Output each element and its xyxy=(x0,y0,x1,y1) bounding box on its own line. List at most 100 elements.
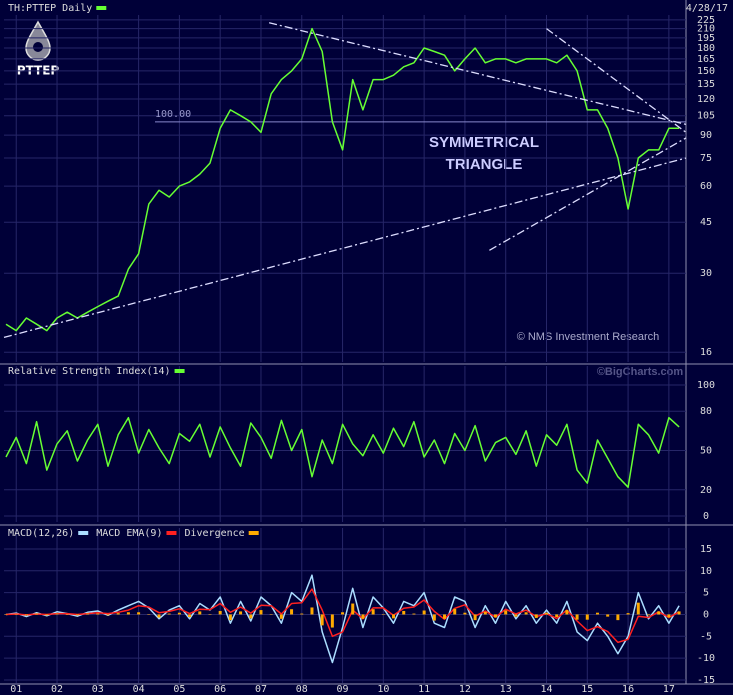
bar xyxy=(86,613,90,615)
legend-label: Relative Strength Index(14) xyxy=(8,366,171,377)
y-tick-label: 135 xyxy=(697,79,715,90)
bar xyxy=(606,614,610,617)
bar xyxy=(422,610,426,615)
y-tick-label: 225 xyxy=(697,15,715,26)
legend-label: MACD(12,26) xyxy=(8,528,74,539)
bar xyxy=(524,612,528,615)
legend-swatch xyxy=(248,531,259,535)
source-note: ©BigCharts.com xyxy=(597,366,684,378)
bar xyxy=(443,614,447,619)
x-tick-label: 03 xyxy=(92,684,104,695)
bar xyxy=(116,613,120,615)
y-tick-label: 165 xyxy=(697,54,715,65)
y-tick-label: -5 xyxy=(700,631,712,642)
y-tick-label: -15 xyxy=(697,675,715,686)
y-tick-label: 180 xyxy=(697,43,715,54)
x-tick-label: 14 xyxy=(540,684,552,695)
bar xyxy=(147,614,151,615)
trend-line xyxy=(546,28,687,133)
x-tick-label: 16 xyxy=(622,684,634,695)
reference-label: 100.00 xyxy=(155,109,191,120)
bar xyxy=(657,611,661,615)
legend-swatch xyxy=(96,6,107,10)
y-tick-label: 210 xyxy=(697,24,715,35)
y-tick-label: 15 xyxy=(700,544,712,555)
bar xyxy=(646,614,650,616)
logo-drop xyxy=(25,20,51,61)
bar xyxy=(616,614,620,621)
bar xyxy=(188,614,192,618)
bar xyxy=(361,614,365,619)
bar xyxy=(269,614,273,615)
x-tick-label: 12 xyxy=(459,684,471,695)
bar xyxy=(412,613,416,615)
bar xyxy=(626,613,630,615)
bar xyxy=(137,612,141,615)
bar xyxy=(483,611,487,615)
bar xyxy=(208,614,212,615)
y-tick-label: 0 xyxy=(703,511,709,522)
logo-dot xyxy=(33,42,43,52)
bar xyxy=(463,612,467,615)
bar xyxy=(259,610,263,615)
series-line xyxy=(5,27,680,332)
series-line xyxy=(5,574,680,664)
bar xyxy=(65,614,69,615)
bar xyxy=(545,612,548,615)
x-tick-label: 04 xyxy=(133,684,145,695)
bar xyxy=(14,614,18,615)
trend-line xyxy=(3,157,687,339)
bar xyxy=(636,602,640,615)
x-tick-label: 01 xyxy=(10,684,22,695)
series-line xyxy=(5,416,680,488)
legend-label: MACD EMA(9) xyxy=(96,528,162,539)
bar xyxy=(402,610,406,615)
y-tick-label: 5 xyxy=(703,588,709,599)
bar xyxy=(198,611,202,615)
y-tick-label: 150 xyxy=(697,66,715,77)
y-tick-label: 100 xyxy=(697,380,715,391)
x-tick-label: 15 xyxy=(581,684,593,695)
x-tick-label: 02 xyxy=(51,684,63,695)
y-tick-label: 16 xyxy=(700,347,712,358)
bar xyxy=(565,610,569,615)
bar xyxy=(677,611,681,615)
date-label: 4/28/17 xyxy=(686,3,728,14)
y-tick-label: -10 xyxy=(697,653,715,664)
bar xyxy=(249,614,253,619)
bar xyxy=(167,613,171,615)
legend-label: TH:PTTEP Daily xyxy=(8,3,92,14)
y-tick-label: 30 xyxy=(700,268,712,279)
bar xyxy=(279,614,283,619)
x-tick-label: 05 xyxy=(173,684,185,695)
bar xyxy=(157,614,161,618)
bar xyxy=(320,614,324,626)
bar xyxy=(494,614,498,618)
bar xyxy=(24,614,28,616)
bar xyxy=(473,614,477,621)
y-tick-label: 75 xyxy=(700,153,712,164)
bar xyxy=(126,612,130,615)
bar xyxy=(300,613,304,615)
legend-swatch xyxy=(174,369,185,373)
bar xyxy=(555,614,559,618)
bar xyxy=(228,614,232,621)
trend-line xyxy=(268,22,687,126)
y-tick-label: 60 xyxy=(700,181,712,192)
trend-line xyxy=(489,137,687,251)
y-tick-label: 45 xyxy=(700,217,712,228)
x-tick-label: 11 xyxy=(418,684,430,695)
bar xyxy=(290,609,294,615)
bar xyxy=(504,610,508,615)
bar xyxy=(4,614,8,615)
bar xyxy=(595,612,599,615)
bar xyxy=(371,609,375,615)
bar xyxy=(75,614,79,616)
bar xyxy=(35,613,39,615)
y-tick-label: 120 xyxy=(697,94,715,105)
bar xyxy=(55,613,59,615)
y-tick-label: 80 xyxy=(700,406,712,417)
source-note: © NMS Investment Research xyxy=(517,331,660,343)
bar xyxy=(392,614,396,619)
